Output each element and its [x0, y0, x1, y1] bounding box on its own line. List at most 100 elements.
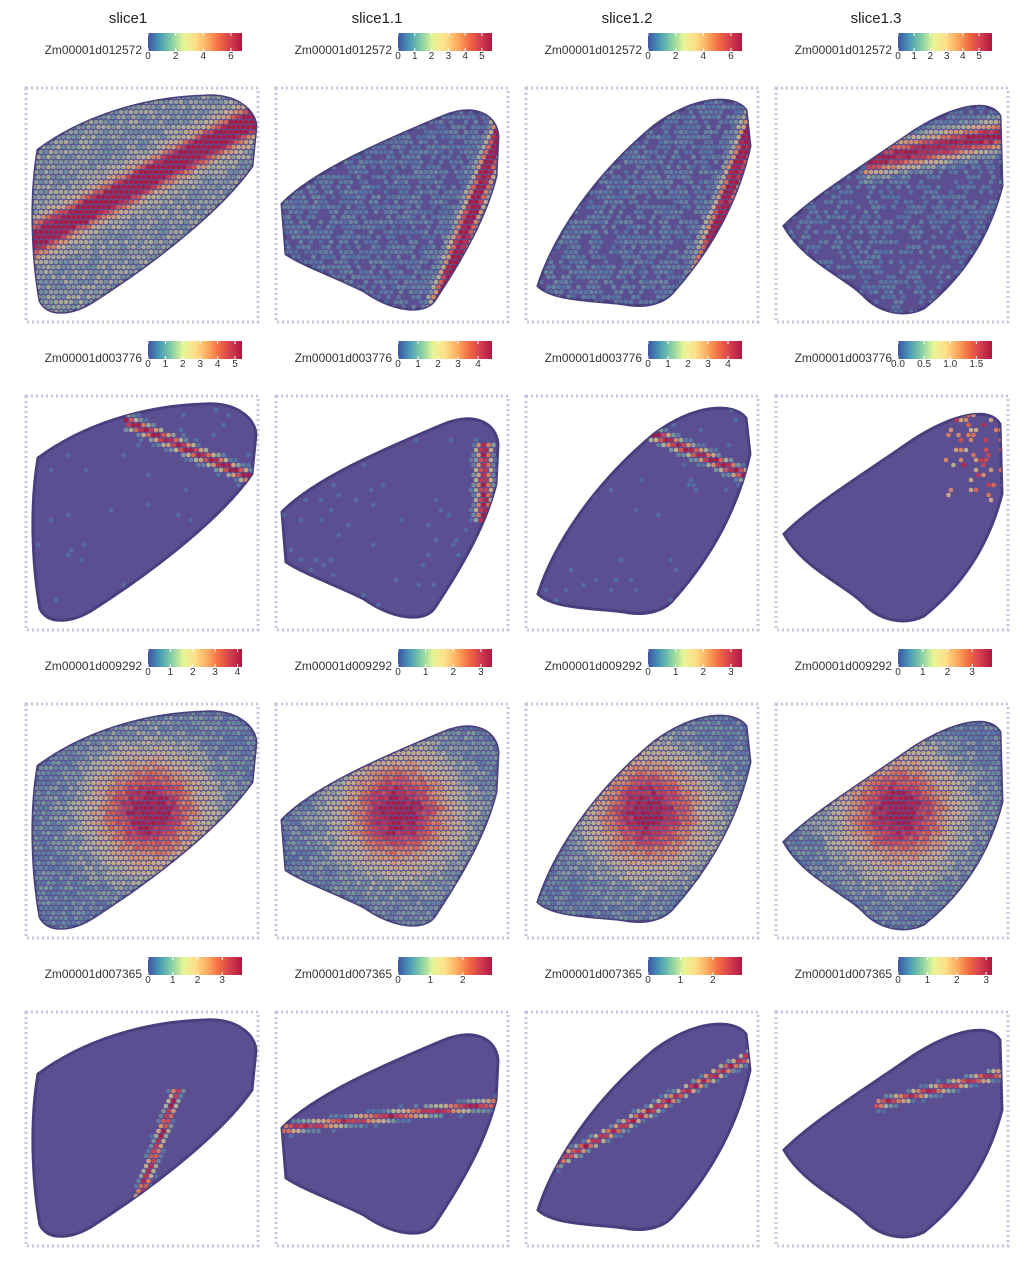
colorbar-tick-label: 2 [429, 51, 435, 62]
gene-label: Zm00001d009292 [750, 659, 892, 673]
colorbar-gradient [148, 649, 242, 667]
colorbar [398, 649, 492, 667]
colorbar-tick-label: 0.5 [917, 359, 931, 370]
colorbar-gradient [648, 33, 742, 51]
colorbar [648, 341, 742, 359]
colorbar-tick-label: 5 [479, 51, 485, 62]
colorbar-tick-label: 0 [645, 975, 651, 986]
colorbar-tick-label: 1 [170, 975, 176, 986]
colorbar-tick-label: 2 [945, 667, 951, 678]
tissue-section [538, 408, 750, 613]
spatial-expression-image [24, 1010, 260, 1248]
colorbar [648, 649, 742, 667]
colorbar [398, 33, 492, 51]
colorbar-tick-label: 3 [478, 667, 484, 678]
colorbar-gradient [148, 341, 242, 359]
colorbar-tick-label: 4 [215, 359, 221, 370]
colorbar-tick-label: 5 [976, 51, 982, 62]
colorbar [148, 649, 242, 667]
gene-label: Zm00001d012572 [250, 43, 392, 57]
colorbar-ticks: 0 1 2 3 4 [648, 359, 742, 379]
spatial-expression-image [774, 394, 1010, 632]
colorbar-tick-label: 2 [435, 359, 441, 370]
spatial-expression-image [524, 1010, 760, 1248]
column-title-slice1-2: slice1.2 [507, 10, 747, 27]
colorbar-tick-label: 1 [168, 667, 174, 678]
tissue-section [784, 414, 1002, 621]
colorbar [898, 649, 992, 667]
colorbar-tick-label: 2 [954, 975, 960, 986]
colorbar [648, 33, 742, 51]
spatial-expression-image [774, 702, 1010, 940]
panel-slice1-2-row3: Zm00001d009292 0 1 2 3 [500, 646, 750, 954]
colorbar-tick-label: 3 [944, 51, 950, 62]
colorbar-ticks: 0 1 2 3 4 [398, 359, 492, 379]
colorbar [898, 33, 992, 51]
gene-label: Zm00001d007365 [250, 967, 392, 981]
colorbar-ticks: 0.0 0.5 1.0 1.5 [898, 359, 992, 379]
gene-label: Zm00001d003776 [250, 351, 392, 365]
colorbar-tick-label: 0 [145, 51, 151, 62]
colorbar-tick-label: 3 [728, 667, 734, 678]
colorbar-tick-label: 0 [895, 667, 901, 678]
spatial-expression-image [774, 1010, 1010, 1248]
colorbar-tick-label: 4 [725, 359, 731, 370]
colorbar-gradient [898, 33, 992, 51]
panel-slice1-3-row4: Zm00001d007365 0 1 2 3 [750, 954, 1000, 1262]
spatial-expression-image [524, 86, 760, 324]
colorbar-tick-label: 2 [710, 975, 716, 986]
colorbar-tick-label: 0 [145, 359, 151, 370]
colorbar-tick-label: 2 [673, 51, 679, 62]
colorbar-tick-label: 1.0 [943, 359, 957, 370]
colorbar-tick-label: 0 [395, 667, 401, 678]
colorbar [648, 957, 742, 975]
colorbar [898, 341, 992, 359]
colorbar-tick-label: 6 [228, 51, 234, 62]
spatial-expression-image [524, 394, 760, 632]
colorbar [148, 33, 242, 51]
colorbar-ticks: 012345 [398, 51, 492, 71]
colorbar-tick-label: 3 [983, 975, 989, 986]
colorbar-tick-label: 2 [180, 359, 186, 370]
tissue-section [282, 1035, 498, 1233]
colorbar-tick-label: 3 [446, 51, 452, 62]
gene-label: Zm00001d012572 [500, 43, 642, 57]
colorbar-tick-label: 4 [960, 51, 966, 62]
colorbar-ticks: 012345 [898, 51, 992, 71]
colorbar [398, 957, 492, 975]
column-title-slice1-1: slice1.1 [257, 10, 497, 27]
colorbar-ticks: 0 2 4 6 [148, 51, 242, 71]
colorbar [398, 341, 492, 359]
colorbar-ticks: 0246 [648, 51, 742, 71]
colorbar-ticks: 0 1 2 3 4 [148, 667, 242, 687]
colorbar-gradient [148, 957, 242, 975]
colorbar-tick-label: 1 [911, 51, 917, 62]
colorbar-tick-label: 0 [895, 975, 901, 986]
tissue-section [282, 419, 498, 617]
colorbar-tick-label: 0 [895, 51, 901, 62]
colorbar-tick-label: 2 [685, 359, 691, 370]
column-title-slice1: slice1 [8, 10, 248, 27]
panel-slice1-2-row4: Zm00001d007365 0 1 2 [500, 954, 750, 1262]
column-title-slice1-3: slice1.3 [756, 10, 996, 27]
panel-slice1-row2: Zm00001d003776 0 1 2 3 4 5 [0, 338, 250, 646]
colorbar-tick-label: 1 [428, 975, 434, 986]
colorbar [148, 341, 242, 359]
colorbar-tick-label: 2 [190, 667, 196, 678]
colorbar-tick-label: 1 [665, 359, 671, 370]
colorbar-gradient [898, 341, 992, 359]
colorbar-tick-label: 4 [462, 51, 468, 62]
spatial-expression-image [274, 394, 510, 632]
colorbar-tick-label: 4 [201, 51, 207, 62]
colorbar-gradient [148, 33, 242, 51]
panel-slice1-row4: Zm00001d007365 0 1 2 3 [0, 954, 250, 1262]
colorbar-tick-label: 2 [173, 51, 179, 62]
spatial-expression-image [274, 1010, 510, 1248]
colorbar-tick-label: 3 [705, 359, 711, 370]
panel-slice1-3-row2: Zm00001d003776 0.0 0.5 1.0 1.5 [750, 338, 1000, 646]
colorbar-gradient [898, 649, 992, 667]
colorbar-ticks: 0 1 2 3 [148, 975, 242, 995]
colorbar-tick-label: 0 [145, 667, 151, 678]
gene-label: Zm00001d007365 [500, 967, 642, 981]
colorbar-ticks: 0 1 2 3 [398, 667, 492, 687]
